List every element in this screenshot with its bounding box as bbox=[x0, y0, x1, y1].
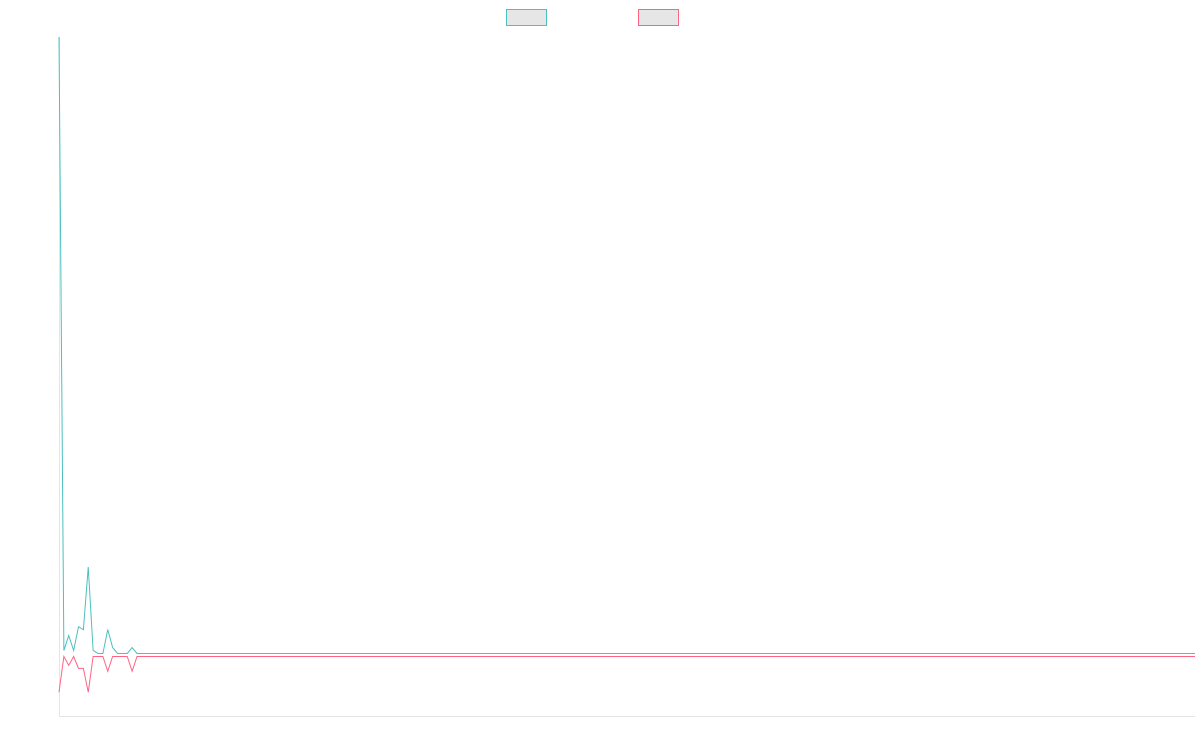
axes bbox=[59, 37, 1195, 717]
legend-swatch-2 bbox=[638, 9, 679, 26]
series-line-2 bbox=[58, 654, 1195, 693]
legend-swatch-1 bbox=[506, 9, 547, 26]
series-layer bbox=[58, 36, 1195, 693]
legend bbox=[506, 9, 679, 26]
series-line-1 bbox=[58, 36, 1195, 654]
